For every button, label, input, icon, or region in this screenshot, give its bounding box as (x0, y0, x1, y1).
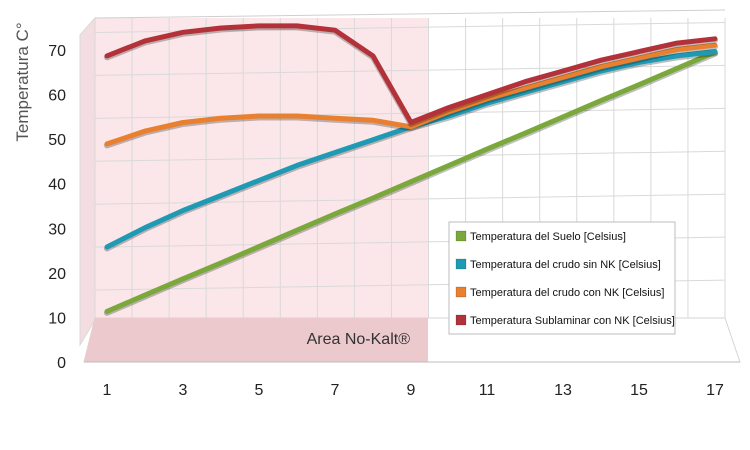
y-tick-label: 60 (48, 88, 66, 105)
y-tick-label: 10 (48, 310, 66, 327)
y-tick-label: 0 (57, 355, 66, 372)
x-tick-label: 13 (554, 382, 572, 399)
x-tick-label: 7 (331, 382, 340, 399)
side-wall (79, 16, 96, 347)
y-axis-label: Temperatura C° (13, 22, 32, 141)
legend-entry: Temperatura del crudo con NK [Celsius] (470, 287, 664, 299)
legend-swatch (455, 286, 467, 298)
y-tick-label: 70 (48, 43, 66, 60)
legend: Temperatura del Suelo [Celsius] Temperatu… (448, 221, 676, 335)
legend-entry: Temperatura del crudo sin NK [Celsius] (470, 259, 661, 271)
highlight-region-wall (95, 18, 428, 320)
grid-line-horizontal (94, 150, 726, 162)
legend-entry: Temperatura del Suelo [Celsius] (470, 231, 626, 243)
x-tick-label: 1 (103, 382, 112, 399)
y-tick-label: 50 (48, 132, 66, 149)
y-tick-label: 20 (48, 266, 66, 283)
back-wall-top-edge (94, 9, 726, 19)
x-tick-label: 9 (407, 382, 416, 399)
y-tick-label: 30 (48, 221, 66, 238)
y-tick-label: 40 (48, 177, 66, 194)
highlight-region-floor (84, 318, 428, 362)
legend-box (448, 221, 676, 335)
legend-swatch (455, 314, 467, 326)
x-tick-label: 11 (479, 382, 496, 399)
highlight-region-label: Area No-Kalt® (307, 331, 411, 348)
legend-entry: Temperatura Sublaminar con NK [Celsius] (470, 315, 675, 327)
x-tick-label: 17 (706, 382, 724, 399)
x-tick-label: 15 (630, 382, 648, 399)
grid-line-horizontal (94, 107, 726, 119)
x-tick-label: 3 (179, 382, 188, 399)
legend-swatch (455, 258, 467, 270)
legend-swatch (455, 230, 467, 242)
x-tick-label: 5 (255, 382, 264, 399)
